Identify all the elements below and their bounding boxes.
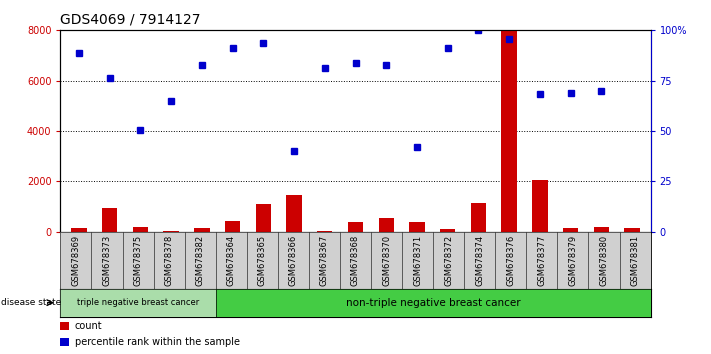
Text: GSM678367: GSM678367 <box>320 235 329 286</box>
Bar <box>225 221 240 232</box>
Bar <box>164 230 178 232</box>
Text: GSM678376: GSM678376 <box>506 235 515 286</box>
Text: GDS4069 / 7914127: GDS4069 / 7914127 <box>60 12 201 27</box>
Text: count: count <box>75 321 102 331</box>
Bar <box>533 180 547 232</box>
Text: GSM678380: GSM678380 <box>599 235 609 286</box>
Bar <box>410 222 424 232</box>
Text: GSM678378: GSM678378 <box>165 235 173 286</box>
Text: GSM678382: GSM678382 <box>196 235 205 286</box>
Bar <box>194 228 210 232</box>
Bar <box>501 30 517 232</box>
Text: GSM678372: GSM678372 <box>444 235 453 286</box>
Text: GSM678365: GSM678365 <box>258 235 267 286</box>
Bar <box>71 228 87 232</box>
Text: GSM678364: GSM678364 <box>227 235 236 286</box>
Text: GSM678371: GSM678371 <box>413 235 422 286</box>
Text: GSM678379: GSM678379 <box>568 235 577 286</box>
Text: non-triple negative breast cancer: non-triple negative breast cancer <box>346 298 520 308</box>
Bar <box>378 218 394 232</box>
Bar <box>133 227 148 232</box>
Bar <box>256 204 271 232</box>
Bar <box>287 195 301 232</box>
Bar <box>563 228 578 232</box>
Text: GSM678368: GSM678368 <box>351 235 360 286</box>
Text: GSM678381: GSM678381 <box>631 235 639 286</box>
Bar <box>317 230 333 232</box>
Bar <box>348 222 363 232</box>
Bar <box>471 203 486 232</box>
Text: GSM678377: GSM678377 <box>538 235 546 286</box>
Text: triple negative breast cancer: triple negative breast cancer <box>77 298 199 307</box>
Text: GSM678374: GSM678374 <box>475 235 484 286</box>
Text: GSM678369: GSM678369 <box>72 235 80 286</box>
Bar <box>594 227 609 232</box>
Text: GSM678366: GSM678366 <box>289 235 298 286</box>
Bar <box>102 208 117 232</box>
Text: disease state: disease state <box>1 298 62 307</box>
Text: GSM678375: GSM678375 <box>134 235 143 286</box>
Text: percentile rank within the sample: percentile rank within the sample <box>75 337 240 347</box>
Bar <box>440 229 455 232</box>
Text: GSM678370: GSM678370 <box>382 235 391 286</box>
Text: GSM678373: GSM678373 <box>102 235 112 286</box>
Bar <box>624 228 640 232</box>
